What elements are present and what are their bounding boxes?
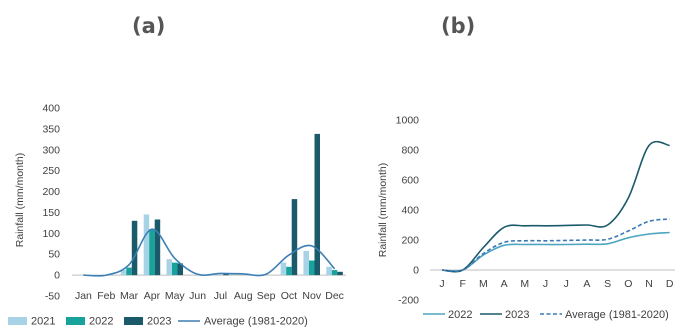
chart-a-y-tick-label: 0 <box>54 270 60 282</box>
chart-a-x-tick-label: Nov <box>302 290 321 302</box>
chart-b-y-tick-label: 600 <box>401 175 419 187</box>
chart-a-y-ticks: -50 0 50 100 150 200 250 300 350 400 <box>42 103 60 303</box>
chart-a-y-tick-label: 350 <box>42 123 60 135</box>
chart-b-y-tick-label: 400 <box>401 205 419 217</box>
chart-a-bar-2022-Dec <box>332 270 338 275</box>
chart-a-x-ticks: Jan Feb Mar Apr May Jun Jul Aug Sep Oct Nov Dec <box>75 290 344 302</box>
chart-a-x-tick-label: Jan <box>75 290 92 302</box>
chart-a-legend-label: Average (1981-2020) <box>204 316 308 327</box>
chart-a-y-tick-label: 200 <box>42 186 60 198</box>
chart-a-bar-2021-Apr <box>144 215 150 276</box>
chart-a-y-tick-label: -50 <box>45 291 60 303</box>
chart-b-y-ticks: -200 0 200 400 600 800 1000 <box>396 115 420 307</box>
chart-a-bar-2022-Oct <box>286 267 292 275</box>
chart-a-legend-label: 2021 <box>31 316 55 327</box>
chart-a-bar-2022-May <box>172 263 178 276</box>
chart-b-legend-label: 2023 <box>505 309 529 321</box>
chart-b-lines <box>442 142 670 272</box>
chart-a-legend-swatch-2022 <box>66 317 85 325</box>
chart-b-x-tick-label: N <box>645 278 653 290</box>
chart-b-line-2022 <box>442 233 670 272</box>
chart-a-bar-2022-Apr <box>149 229 155 275</box>
chart-a-bar-2021-Dec <box>326 267 332 275</box>
chart-a-bars <box>121 134 343 275</box>
chart-a-y-tick-label: 300 <box>42 144 60 156</box>
chart-a-bar-2021-Oct <box>281 263 287 276</box>
chart-b-x-tick-label: J <box>543 278 548 290</box>
chart-b-y-tick-label: 1000 <box>396 115 420 127</box>
chart-a-bar-2021-Nov <box>304 251 310 275</box>
chart-a-legend-swatch-2023 <box>124 317 143 325</box>
chart-a-y-tick-label: 100 <box>42 228 60 240</box>
chart-b-x-tick-label: F <box>459 278 465 290</box>
chart-b-x-tick-label: M <box>520 278 529 290</box>
chart-b-x-tick-label: D <box>666 278 674 290</box>
chart-a-y-tick-label: 250 <box>42 165 60 177</box>
chart-a-x-tick-label: Mar <box>120 290 139 302</box>
chart-a-bar-2021-May <box>167 259 173 275</box>
chart-b-x-tick-label: J <box>564 278 569 290</box>
chart-b-x-tick-label: A <box>501 278 508 290</box>
chart-b-y-tick-label: 200 <box>401 235 419 247</box>
chart-a-x-tick-label: Dec <box>325 290 344 302</box>
chart-a-bar-2023-Oct <box>292 199 298 275</box>
chart-a-x-tick-label: Apr <box>144 290 161 302</box>
chart-a-bar-2023-Dec <box>337 272 343 275</box>
chart-b-y-tick-label: 800 <box>401 145 419 157</box>
chart-a-x-tick-label: Aug <box>234 290 253 302</box>
chart-a-x-tick-label: Sep <box>257 290 276 302</box>
chart-b-legend: 2022 2023 Average (1981-2020) <box>423 309 669 321</box>
chart-b-legend-label: 2022 <box>448 309 472 321</box>
chart-b-x-tick-label: S <box>604 278 611 290</box>
chart-a-x-tick-label: Jun <box>189 290 206 302</box>
chart-a-x-tick-label: Feb <box>97 290 115 302</box>
chart-a-y-tick-label: 400 <box>42 103 60 115</box>
chart-a: -50 0 50 100 150 200 250 300 350 400 Jan Feb Mar Apr… <box>8 103 346 327</box>
chart-a-bar-2023-Nov <box>315 134 321 275</box>
chart-a-x-tick-label: Oct <box>281 290 297 302</box>
chart-a-x-tick-label: Jul <box>214 290 227 302</box>
chart-a-y-axis-title: Rainfall (mm/month) <box>14 153 26 248</box>
chart-a-y-tick-label: 150 <box>42 207 60 219</box>
chart-b-x-tick-label: A <box>583 278 590 290</box>
chart-a-bar-2022-Mar <box>126 268 132 276</box>
chart-a-legend-label: 2022 <box>89 316 113 327</box>
chart-a-bar-2023-Mar <box>132 221 138 275</box>
chart-a-legend-swatch-2021 <box>8 317 27 325</box>
chart-a-bar-2023-Apr <box>155 220 161 276</box>
chart-b-legend-label: Average (1981-2020) <box>565 309 669 321</box>
chart-a-legend-label: 2023 <box>147 316 171 327</box>
chart-a-legend: 2021 2022 2023 Average (1981-2020) <box>8 316 308 327</box>
chart-a-y-tick-label: 50 <box>48 249 60 261</box>
chart-b-y-axis-title: Rainfall (mm/month) <box>377 163 389 258</box>
chart-b-line-2023 <box>442 142 670 272</box>
chart-b-x-tick-label: M <box>479 278 488 290</box>
chart-a-bar-2022-Nov <box>309 261 315 276</box>
chart-a-x-tick-label: May <box>165 290 186 302</box>
chart-b-y-tick-label: -200 <box>398 295 419 307</box>
chart-b-y-tick-label: 0 <box>413 265 419 277</box>
chart-b-x-tick-label: O <box>624 278 632 290</box>
chart-b-x-tick-label: J <box>439 278 444 290</box>
